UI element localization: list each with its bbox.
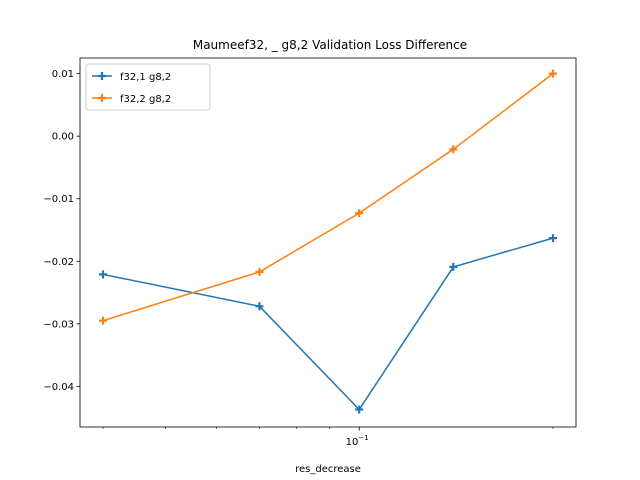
- plot-area: 0.01 0.00 −0.01 −0.02 −0.03 −0.04 10−1 f32,1 g8…: [43, 57, 577, 448]
- legend-label-2: f32,2 g8,2: [120, 94, 171, 105]
- series-2-point-1: [99, 316, 107, 325]
- plot-frame: [79, 57, 577, 428]
- series-1-point-4: [449, 262, 458, 271]
- series-1-point-1: [99, 270, 107, 279]
- y-tick-label: 0.00: [52, 132, 74, 143]
- legend-swatch-marker-2: [98, 94, 106, 102]
- legend-box: [85, 63, 211, 111]
- legend-swatch-marker-1: [98, 72, 106, 80]
- series-2-point-4: [449, 145, 458, 154]
- y-tick-label: −0.04: [43, 382, 74, 393]
- series-2-point-2: [255, 267, 264, 276]
- series-2-point-3: [355, 209, 364, 218]
- series-1-point-3: [355, 405, 364, 414]
- series-1-point-2: [255, 302, 264, 311]
- y-tick-label: −0.02: [43, 257, 74, 268]
- chart-title: Maumeef32, _ g8,2 Validation Loss Differ…: [193, 38, 467, 52]
- y-tick-label: 0.01: [52, 69, 74, 80]
- x-tick-label: 10−1: [346, 434, 369, 448]
- series-2-point-5: [549, 69, 557, 78]
- y-tick-label: −0.01: [43, 194, 74, 205]
- legend-label-1: f32,1 g8,2: [120, 72, 171, 83]
- x-axis-label: res_decrease: [295, 464, 361, 475]
- series-1-point-5: [549, 234, 557, 243]
- y-tick-label: −0.03: [43, 319, 74, 330]
